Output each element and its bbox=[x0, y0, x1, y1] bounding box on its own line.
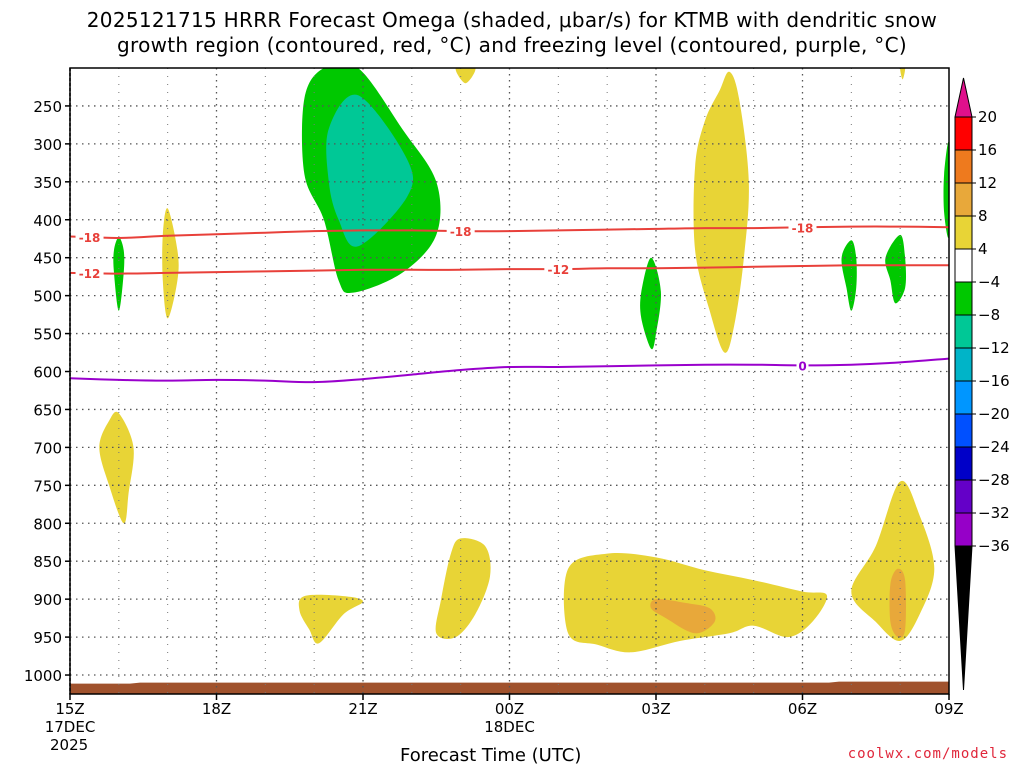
y-tick-label: 550 bbox=[33, 326, 62, 344]
colorbar-swatch bbox=[954, 479, 973, 514]
contour-label-bg bbox=[788, 220, 817, 235]
colorbar-label: 20 bbox=[978, 108, 997, 126]
x-tick-date: 17DEC bbox=[45, 718, 96, 736]
omega-region bbox=[943, 141, 949, 238]
terrain-band bbox=[70, 681, 949, 694]
y-tick-label: 500 bbox=[33, 288, 62, 306]
contour-label-bg bbox=[544, 262, 573, 277]
colorbar-label: −8 bbox=[978, 306, 1000, 324]
omega-region bbox=[889, 568, 906, 638]
contour-label: -12 bbox=[79, 267, 101, 281]
chart-title-line2: growth region (contoured, red, °C) and f… bbox=[117, 33, 907, 57]
credit-link[interactable]: coolwx.com/models bbox=[847, 746, 1008, 762]
chart-title-line1: 2025121715 HRRR Forecast Omega (shaded, … bbox=[86, 8, 938, 32]
omega-region bbox=[162, 208, 179, 319]
colorbar-label: −36 bbox=[978, 537, 1010, 555]
x-tick-label: 03Z bbox=[641, 700, 670, 718]
colorbar-label: −28 bbox=[978, 471, 1010, 489]
y-tick-label: 700 bbox=[33, 439, 62, 457]
y-tick-label: 600 bbox=[33, 364, 62, 382]
contour-label: -12 bbox=[547, 263, 569, 277]
colorbar-top-arrow bbox=[954, 77, 973, 118]
x-tick-label: 18Z bbox=[202, 700, 231, 718]
omega-region bbox=[326, 94, 414, 247]
y-tick-label: 650 bbox=[33, 401, 62, 419]
x-tick-label: 06Z bbox=[788, 700, 817, 718]
contour-label: 0 bbox=[798, 359, 806, 373]
x-tick-label: 21Z bbox=[348, 700, 377, 718]
y-tick-label: 1000 bbox=[24, 667, 62, 685]
omega-region bbox=[640, 257, 662, 350]
y-tick-label: 300 bbox=[33, 136, 62, 154]
y-tick-label: 250 bbox=[33, 98, 62, 116]
y-tick-label: 900 bbox=[33, 591, 62, 609]
colorbar-swatch bbox=[954, 182, 973, 217]
colorbar-label: −20 bbox=[978, 405, 1010, 423]
contour-label-bg bbox=[796, 358, 809, 373]
y-tick-label: 400 bbox=[33, 212, 62, 230]
omega-region bbox=[298, 594, 363, 644]
contour-line bbox=[70, 264, 949, 275]
contour-label: -18 bbox=[450, 225, 472, 239]
omega-region bbox=[693, 71, 749, 353]
omega-region bbox=[99, 411, 134, 524]
omega-region bbox=[455, 68, 476, 84]
colorbar-swatch bbox=[954, 512, 973, 547]
colorbar-label: 16 bbox=[978, 141, 997, 159]
x-tick-label: 09Z bbox=[934, 700, 963, 718]
x-tick-date: 18DEC bbox=[484, 718, 535, 736]
colorbar-swatch bbox=[954, 347, 973, 382]
colorbar-swatch bbox=[954, 215, 973, 250]
contour-label-bg bbox=[75, 230, 104, 245]
omega-region bbox=[841, 240, 857, 311]
colorbar-swatch bbox=[954, 314, 973, 349]
y-tick-label: 350 bbox=[33, 174, 62, 192]
colorbar-swatch bbox=[954, 446, 973, 481]
colorbar-label: −4 bbox=[978, 273, 1000, 291]
colorbar-label: −24 bbox=[978, 438, 1010, 456]
colorbar-label: 8 bbox=[978, 207, 988, 225]
y-tick-label: 450 bbox=[33, 250, 62, 268]
colorbar-swatch bbox=[954, 149, 973, 184]
contour-label: -18 bbox=[792, 221, 814, 235]
colorbar-swatch bbox=[954, 380, 973, 415]
omega-region bbox=[650, 599, 716, 634]
x-axis-label: Forecast Time (UTC) bbox=[400, 745, 582, 766]
colorbar-label: −12 bbox=[978, 339, 1010, 357]
x-tick-label: 00Z bbox=[495, 700, 524, 718]
colorbar-swatch bbox=[954, 116, 973, 151]
colorbar-swatch bbox=[954, 281, 973, 316]
colorbar-label: −16 bbox=[978, 372, 1010, 390]
y-tick-label: 800 bbox=[33, 515, 62, 533]
x-tick-year: 2025 bbox=[50, 736, 88, 754]
contour-label-bg bbox=[75, 266, 104, 281]
colorbar-swatch bbox=[954, 413, 973, 448]
omega-region bbox=[563, 552, 828, 653]
contour-label: -18 bbox=[79, 231, 101, 245]
x-tick-label: 15Z bbox=[55, 700, 84, 718]
y-tick-label: 850 bbox=[33, 553, 62, 571]
colorbar-bottom-arrow bbox=[954, 545, 973, 691]
y-tick-label: 750 bbox=[33, 477, 62, 495]
colorbar-label: 4 bbox=[978, 240, 988, 258]
contour-label-bg bbox=[446, 224, 475, 239]
colorbar-label: 12 bbox=[978, 174, 997, 192]
omega-region bbox=[885, 234, 907, 304]
omega-region bbox=[900, 68, 906, 80]
omega-region bbox=[435, 538, 491, 639]
colorbar-swatch bbox=[954, 248, 973, 283]
y-tick-label: 950 bbox=[33, 629, 62, 647]
colorbar-label: −32 bbox=[978, 504, 1010, 522]
